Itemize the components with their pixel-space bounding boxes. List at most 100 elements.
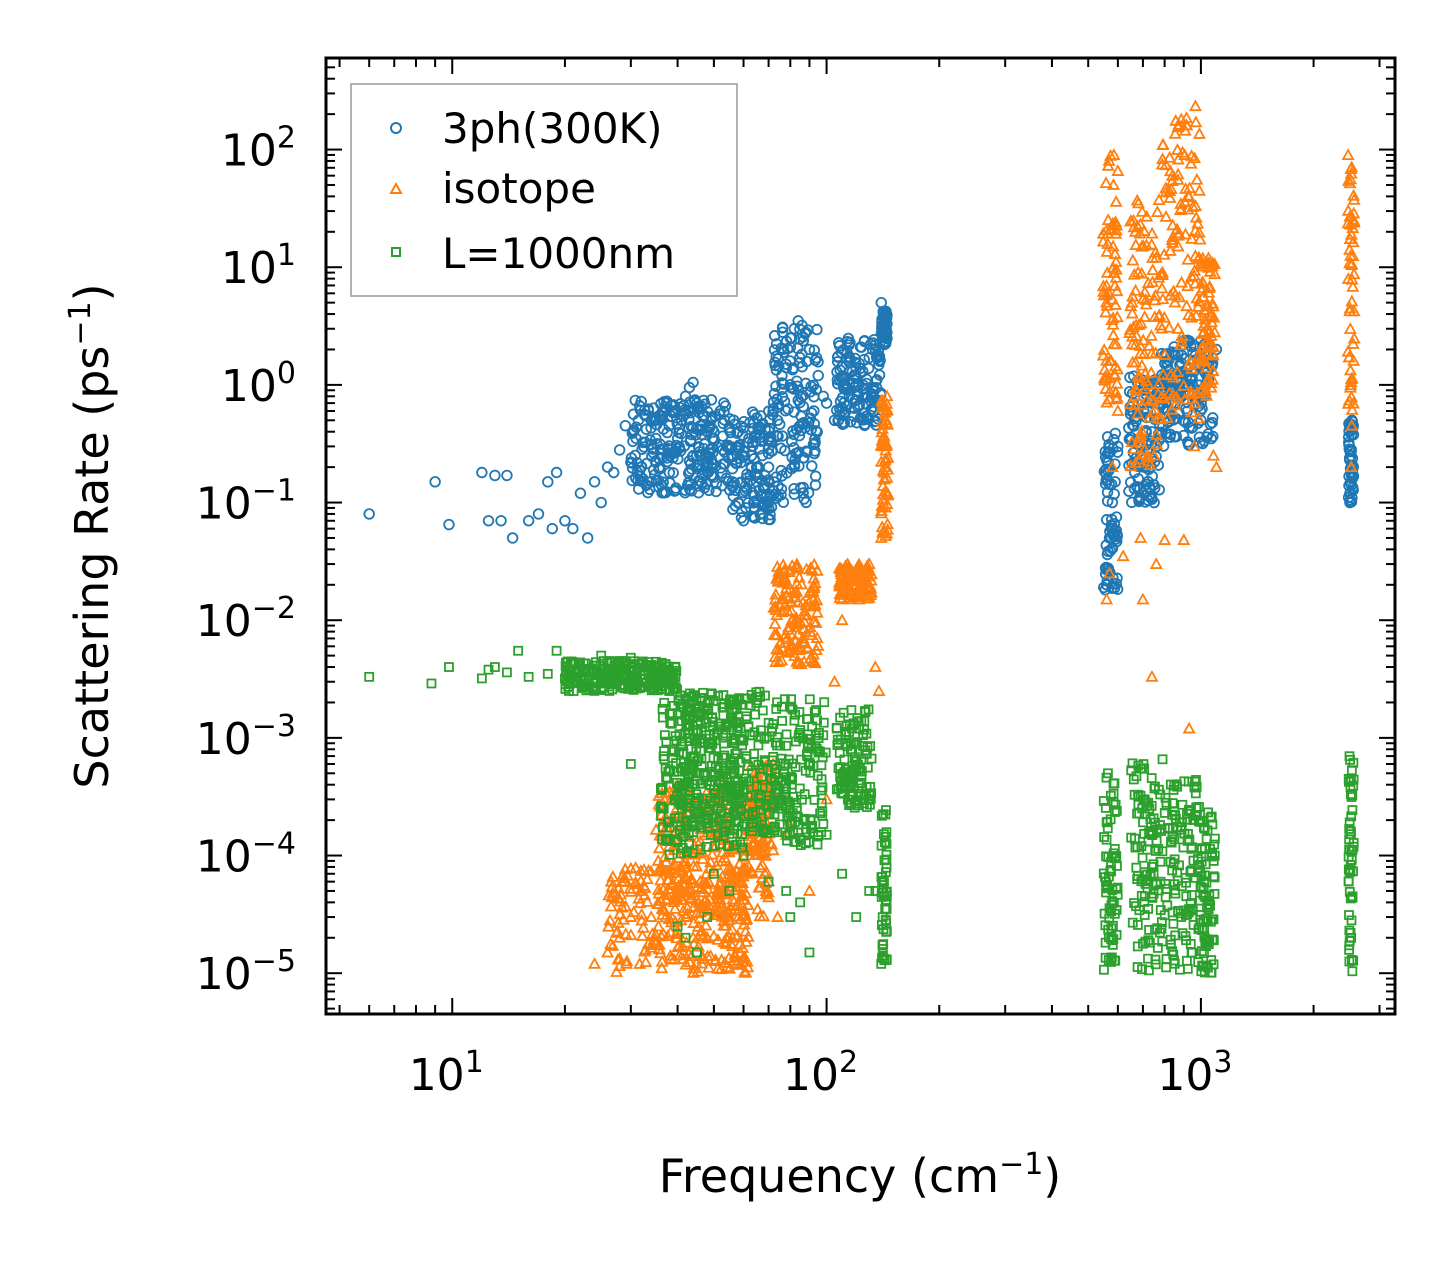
data-point bbox=[1132, 452, 1146, 465]
data-point bbox=[1182, 909, 1193, 920]
data-point bbox=[1201, 913, 1212, 924]
data-point bbox=[834, 567, 848, 580]
data-point bbox=[741, 714, 752, 725]
data-point bbox=[874, 354, 886, 367]
data-point bbox=[776, 377, 788, 389]
data-point bbox=[669, 746, 679, 757]
data-point bbox=[1178, 148, 1192, 160]
data-point bbox=[1185, 232, 1199, 244]
data-point bbox=[1202, 285, 1216, 298]
data-point bbox=[604, 686, 615, 696]
data-point bbox=[1178, 392, 1192, 405]
data-point bbox=[702, 960, 716, 973]
data-point bbox=[876, 958, 887, 969]
data-point bbox=[1111, 929, 1122, 940]
data-point bbox=[870, 886, 881, 896]
data-point bbox=[809, 707, 820, 717]
data-point bbox=[770, 737, 781, 748]
data-point bbox=[880, 867, 891, 878]
data-point bbox=[568, 686, 579, 696]
data-point bbox=[1141, 276, 1155, 289]
data-point bbox=[619, 419, 632, 432]
data-point bbox=[732, 748, 742, 758]
data-point bbox=[780, 759, 791, 769]
data-point bbox=[1156, 152, 1170, 165]
data-point bbox=[1346, 280, 1360, 292]
data-point bbox=[738, 450, 751, 462]
data-point bbox=[753, 909, 767, 922]
data-point bbox=[832, 561, 846, 574]
data-point bbox=[842, 741, 853, 752]
data-point bbox=[791, 342, 804, 355]
data-point bbox=[782, 812, 793, 823]
data-point bbox=[681, 714, 692, 724]
data-point bbox=[731, 718, 742, 729]
data-point bbox=[1133, 226, 1147, 239]
data-point bbox=[1162, 320, 1176, 333]
data-point bbox=[775, 653, 789, 666]
data-point bbox=[1341, 344, 1355, 357]
data-point bbox=[711, 961, 725, 974]
data-point bbox=[1345, 443, 1357, 456]
data-point bbox=[781, 729, 792, 740]
data-point bbox=[794, 396, 806, 409]
data-point bbox=[705, 796, 715, 806]
data-point bbox=[1112, 440, 1124, 453]
data-point bbox=[1129, 789, 1140, 800]
data-point bbox=[685, 485, 698, 497]
data-point bbox=[737, 429, 749, 441]
data-point bbox=[1106, 239, 1120, 252]
data-point bbox=[1345, 402, 1359, 415]
data-point bbox=[1157, 846, 1168, 857]
data-point bbox=[804, 947, 815, 958]
data-point bbox=[714, 405, 726, 417]
data-point bbox=[745, 827, 759, 839]
data-point bbox=[862, 557, 876, 569]
data-point bbox=[880, 517, 895, 530]
data-point bbox=[729, 899, 743, 911]
data-point bbox=[687, 848, 698, 858]
data-point bbox=[1125, 337, 1139, 350]
data-point bbox=[724, 902, 738, 915]
data-point bbox=[748, 848, 762, 860]
data-point bbox=[771, 414, 784, 427]
data-point bbox=[630, 877, 644, 890]
data-point bbox=[513, 645, 524, 656]
data-point bbox=[667, 467, 679, 479]
data-point bbox=[679, 855, 693, 867]
data-point bbox=[1186, 890, 1197, 900]
data-point bbox=[1160, 411, 1174, 423]
data-point bbox=[1166, 235, 1180, 248]
data-point bbox=[1138, 442, 1152, 455]
data-point bbox=[1346, 235, 1360, 248]
data-point bbox=[738, 850, 749, 861]
data-point bbox=[730, 457, 743, 470]
data-point bbox=[757, 827, 768, 838]
data-point bbox=[801, 827, 812, 838]
data-point bbox=[848, 718, 859, 729]
legend-label-isotope: isotope bbox=[442, 164, 596, 213]
data-point bbox=[1129, 329, 1144, 341]
data-point bbox=[797, 636, 811, 649]
data-point bbox=[1141, 377, 1155, 390]
data-point bbox=[808, 597, 822, 610]
data-point bbox=[1343, 436, 1355, 449]
data-point bbox=[862, 591, 876, 603]
data-point bbox=[1099, 176, 1113, 189]
data-point bbox=[1176, 824, 1187, 835]
data-point bbox=[1104, 913, 1115, 924]
data-point bbox=[1163, 288, 1177, 301]
data-point bbox=[1110, 853, 1121, 864]
data-point bbox=[1199, 923, 1209, 934]
data-point bbox=[658, 822, 668, 833]
data-point bbox=[660, 892, 674, 905]
data-point bbox=[1172, 867, 1183, 878]
data-point bbox=[621, 670, 632, 681]
data-point bbox=[630, 432, 642, 445]
data-point bbox=[1139, 910, 1150, 920]
data-point bbox=[881, 903, 892, 914]
data-point bbox=[1192, 183, 1206, 196]
data-point bbox=[810, 605, 824, 618]
data-point bbox=[745, 836, 759, 849]
data-point bbox=[1150, 205, 1164, 217]
